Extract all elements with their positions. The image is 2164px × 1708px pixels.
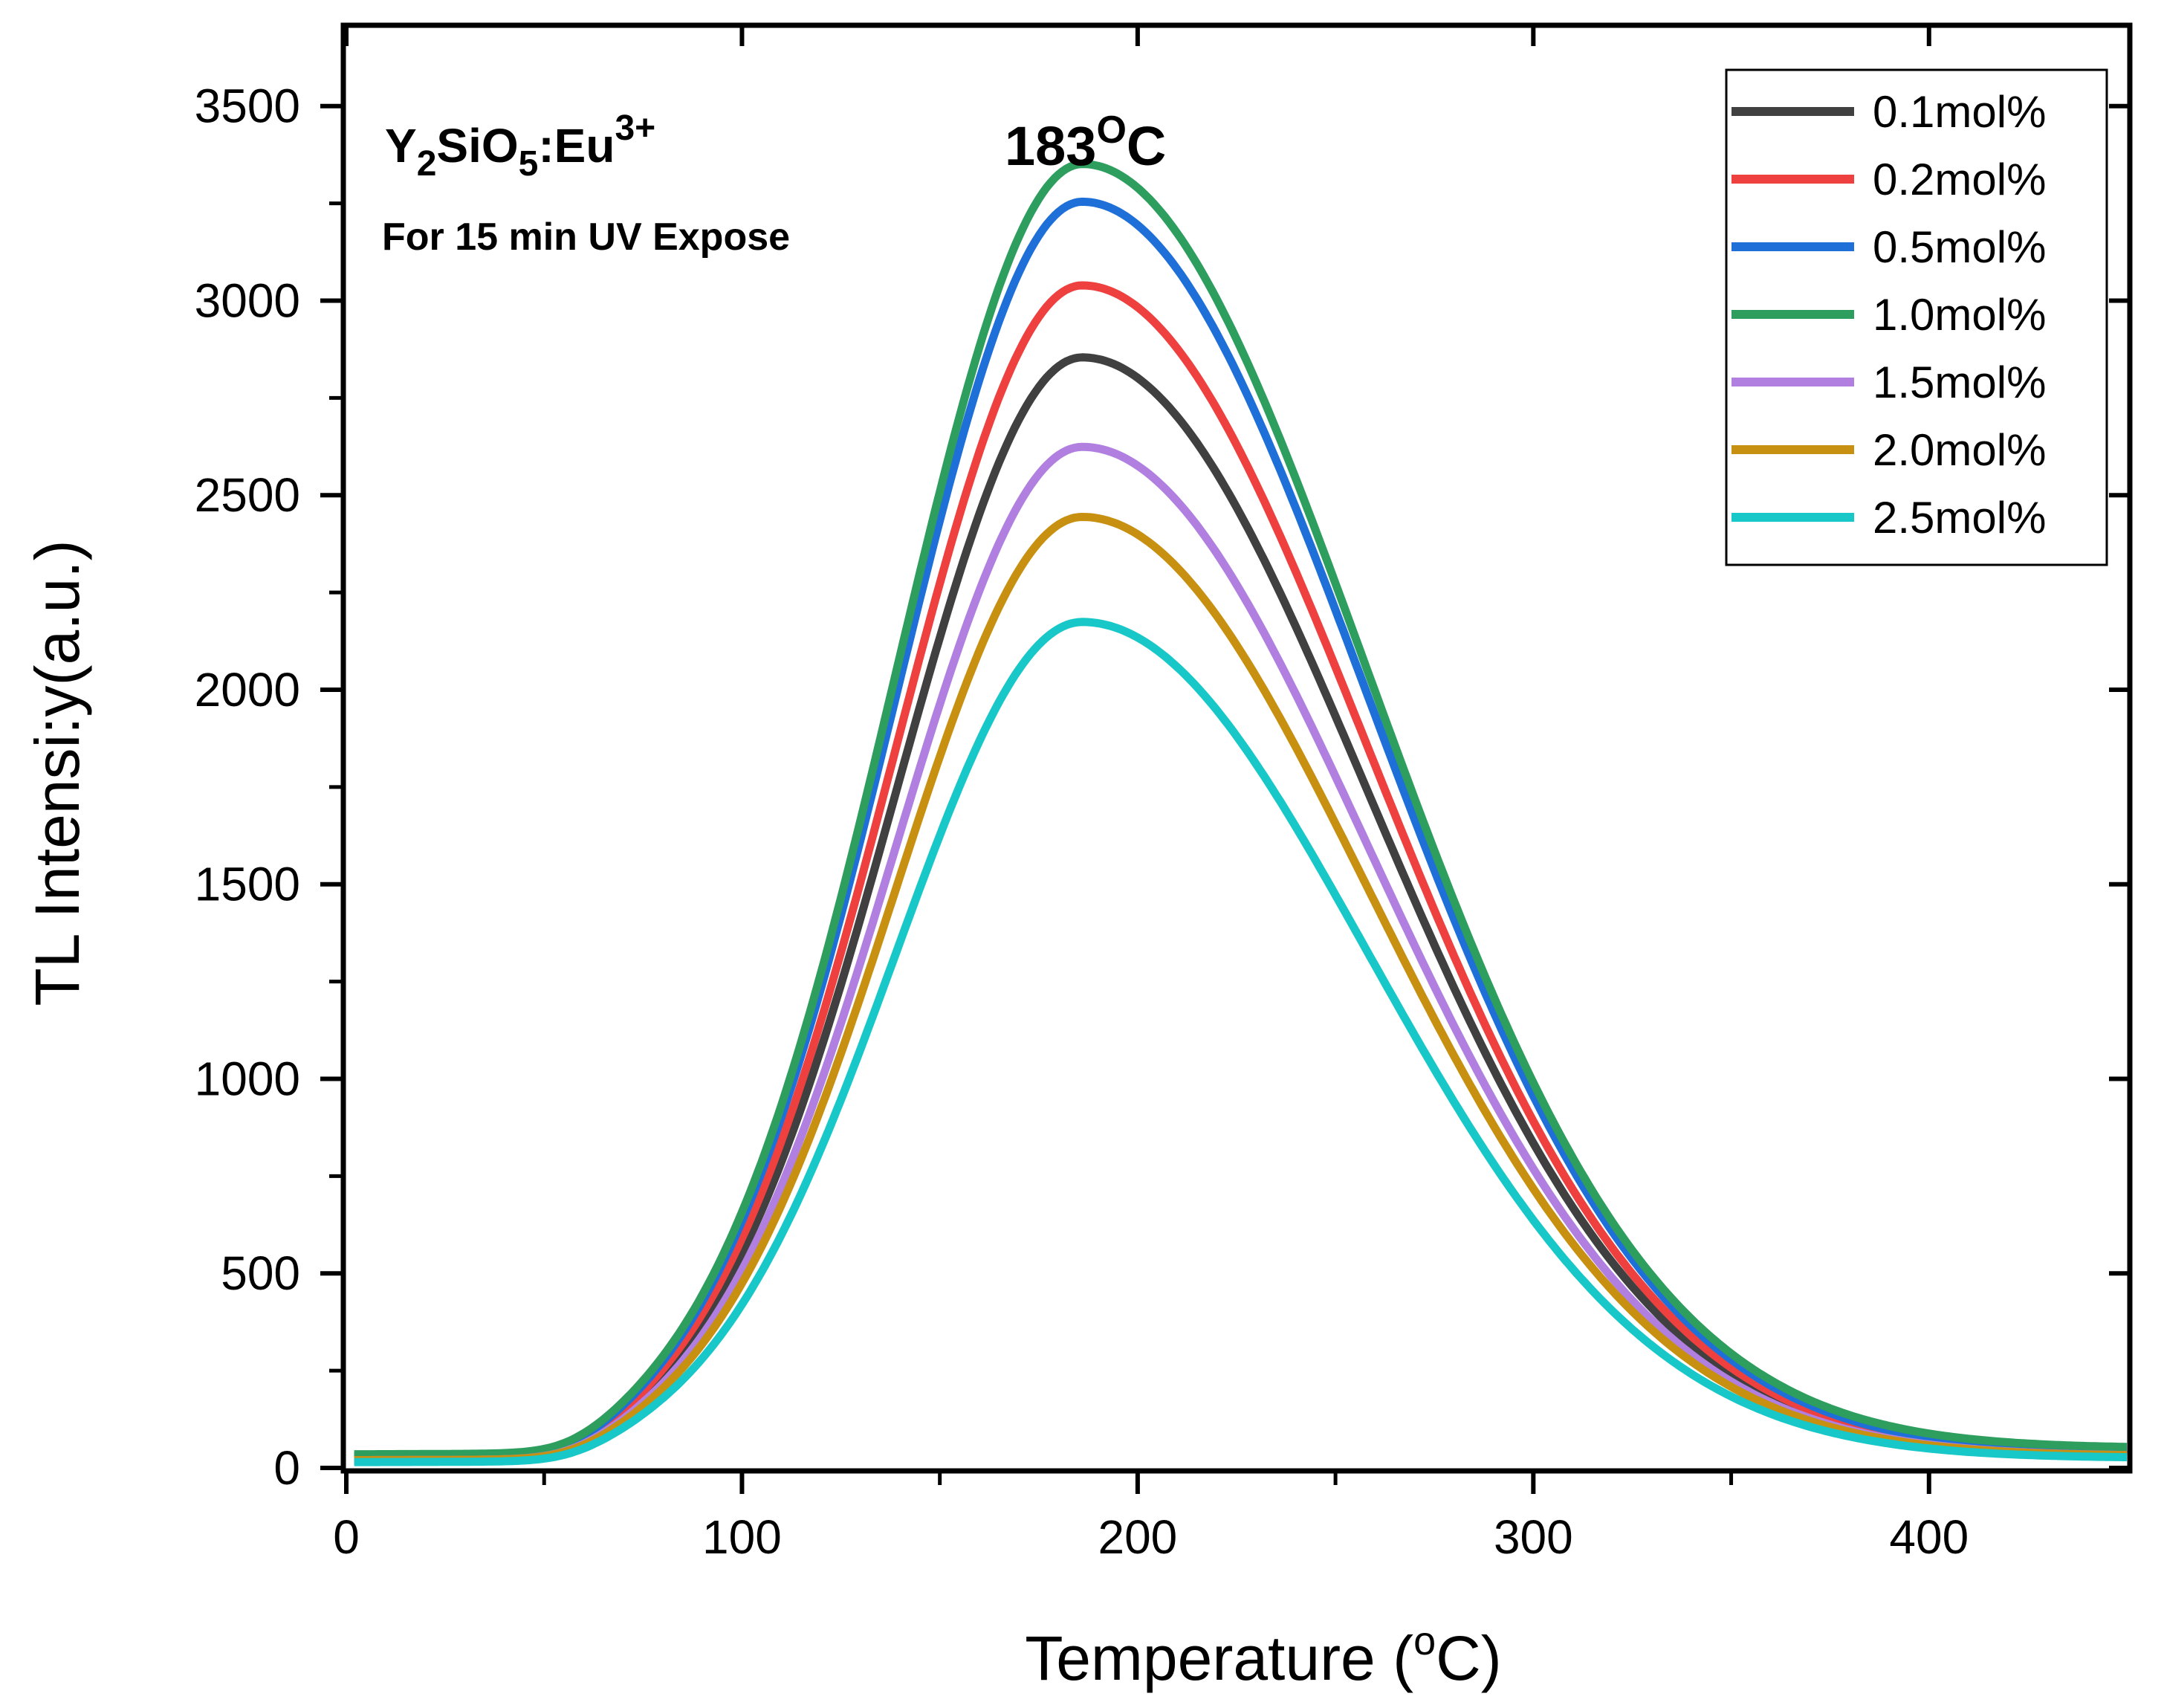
peak-temperature-label: 183OC [1005, 109, 1166, 177]
series-line-1.0mol% [354, 160, 2128, 1459]
material-label: Y2SiO5:Eu3+ [385, 109, 655, 184]
legend-label: 1.5mol% [1873, 358, 2046, 407]
x-tick-label: 300 [1494, 1510, 1573, 1564]
y-tick-label: 2500 [195, 468, 300, 522]
y-tick-label: 3500 [195, 80, 300, 133]
series-line-2.0mol% [354, 513, 2128, 1464]
x-axis-title-tail: C) [1436, 1623, 1502, 1693]
data-curves [354, 160, 2128, 1466]
y-tick-label: 3000 [195, 274, 300, 327]
legend: 0.1mol% 0.2mol% 0.5mol% 1.0mol% 1.5mol% 2.0mo… [1725, 68, 2108, 566]
x-axis-title: Temperature (oC) [1025, 1619, 1502, 1693]
exposure-label: For 15 min UV Expose [382, 216, 790, 259]
x-axis-title-sup: o [1413, 1619, 1436, 1663]
legend-label: 2.0mol% [1873, 425, 2046, 475]
y-tick-label: 0 [273, 1441, 300, 1495]
y-axis-title: TL Intensi:y(a.u.) [22, 540, 92, 1006]
legend-label: 1.0mol% [1873, 290, 2046, 340]
y-tick-label: 1500 [195, 858, 300, 911]
legend-items: 0.1mol% 0.2mol% 0.5mol% 1.0mol% 1.5mol% 2.0mo… [1731, 87, 2046, 543]
y-tick-label: 500 [221, 1246, 300, 1300]
legend-label: 2.5mol% [1873, 493, 2046, 543]
legend-label: 0.1mol% [1873, 87, 2046, 137]
x-tick-label: 0 [333, 1510, 360, 1564]
legend-label: 0.5mol% [1873, 222, 2046, 272]
x-tick-label: 200 [1098, 1510, 1177, 1564]
y-tick-label: 1000 [195, 1052, 300, 1105]
legend-label: 0.2mol% [1873, 155, 2046, 204]
x-tick-label: 100 [702, 1510, 782, 1564]
plot-frame [340, 22, 2133, 1474]
series-line-0.2mol% [354, 281, 2128, 1463]
x-axis-ticks: 0 100 200 300 400 [333, 25, 1969, 1564]
y-tick-label: 2000 [195, 663, 300, 716]
y-axis-ticks: 0 500 1000 1500 2000 2500 3000 3500 [195, 80, 2130, 1495]
series-line-2.5mol% [354, 618, 2128, 1466]
x-axis-title-main: Temperature ( [1025, 1623, 1413, 1693]
x-tick-label: 400 [1889, 1510, 1969, 1564]
